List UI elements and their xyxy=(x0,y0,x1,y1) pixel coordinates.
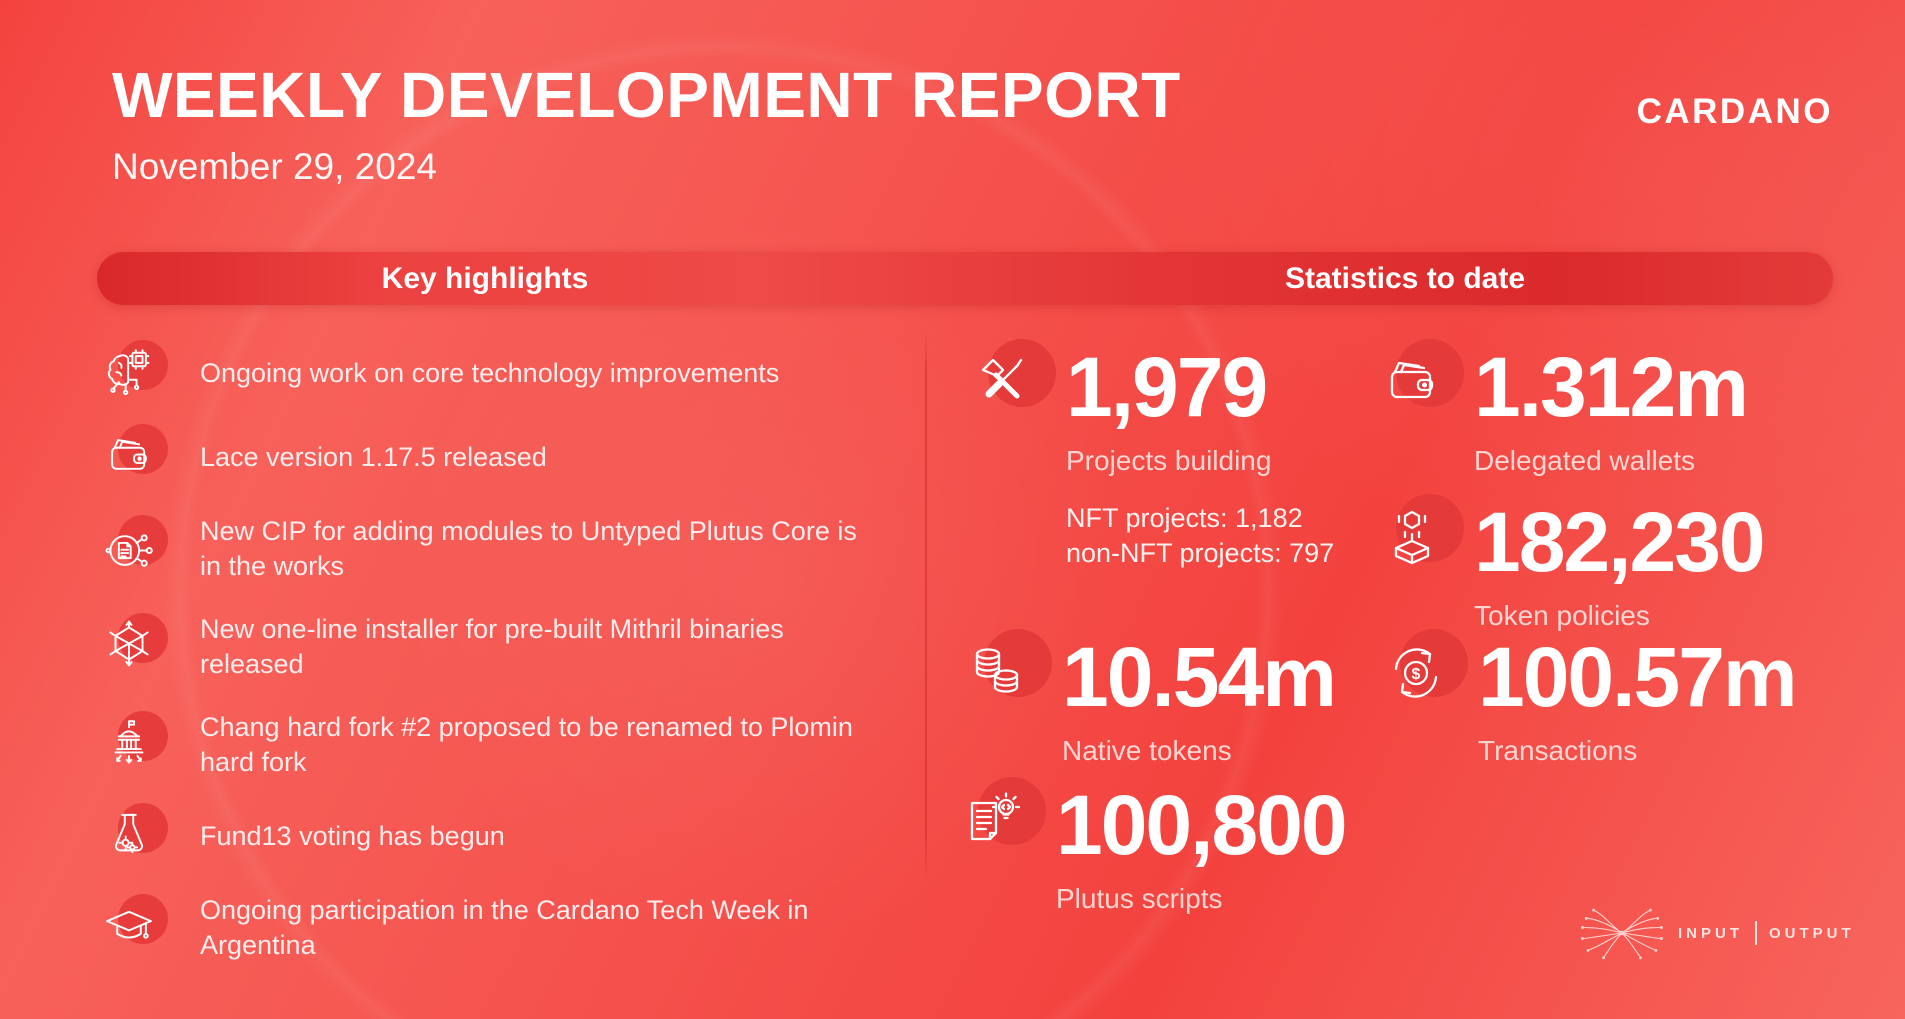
highlight-text: New CIP for adding modules to Untyped Pl… xyxy=(200,516,857,582)
section-banner: Key highlights Statistics to date xyxy=(97,252,1833,305)
stat-token-policies: 182,230 Token policies xyxy=(1380,494,1766,632)
highlight-text: Ongoing participation in the Cardano Tec… xyxy=(200,894,809,960)
input-output-logo: INPUT OUTPUT xyxy=(1578,898,1855,968)
icon-blob xyxy=(118,802,168,853)
statistics-header: Statistics to date xyxy=(1284,261,1526,295)
highlight-text: Ongoing work on core technology improvem… xyxy=(200,358,780,389)
stat-projects-building: 1,979 Projects building NFT projects: 1,… xyxy=(972,339,1334,571)
cip-document-icon xyxy=(105,534,153,567)
graduation-cap-icon xyxy=(106,910,152,939)
stat-value: 100,800 xyxy=(1056,778,1348,872)
io-butterfly-icon xyxy=(1581,908,1663,960)
stat-note-line: non-NFT projects: 797 xyxy=(1066,538,1335,569)
stat-label: Transactions xyxy=(1478,735,1638,766)
dollar-cycle-icon: $ xyxy=(1394,648,1438,698)
svg-text:$: $ xyxy=(1412,666,1421,683)
stat-label: Token policies xyxy=(1474,600,1650,631)
stat-label: Plutus scripts xyxy=(1056,883,1223,914)
coins-icon xyxy=(975,648,1019,693)
column-divider xyxy=(925,330,927,878)
list-item: Ongoing participation in the Cardano Tec… xyxy=(102,893,862,963)
script-bulb-icon xyxy=(970,792,1021,841)
io-output-label: OUTPUT xyxy=(1769,924,1855,942)
highlights-list: Ongoing work on core technology improvem… xyxy=(102,340,862,963)
icon-blob xyxy=(118,893,168,944)
stat-value: 1,979 xyxy=(1066,340,1268,434)
list-item: New one-line installer for pre-built Mit… xyxy=(102,612,862,682)
list-item: Lace version 1.17.5 released xyxy=(102,424,862,486)
highlight-text: New one-line installer for pre-built Mit… xyxy=(200,614,784,680)
voting-flask-icon xyxy=(115,813,143,853)
highlight-text: Lace version 1.17.5 released xyxy=(200,442,547,473)
stat-label: Projects building xyxy=(1066,445,1272,476)
stat-delegated-wallets: 1.312m Delegated wallets xyxy=(1380,339,1749,477)
stat-transactions: $ 100.57m Transactions xyxy=(1384,629,1798,767)
token-box-icon xyxy=(1394,510,1430,565)
stat-native-tokens: 10.54m Native tokens xyxy=(968,629,1337,767)
cardano-logo: CARDANO xyxy=(1621,92,1833,132)
report-date: November 29, 2024 xyxy=(112,145,437,187)
icon-blob xyxy=(1396,494,1464,562)
list-item: Chang hard fork #2 proposed to be rename… xyxy=(102,710,862,780)
tools-icon xyxy=(981,358,1023,399)
brain-chip-icon xyxy=(107,349,150,396)
stat-label: Native tokens xyxy=(1062,735,1232,766)
page-title: WEEKLY DEVELOPMENT REPORT xyxy=(112,59,1181,131)
stat-value: 1.312m xyxy=(1474,340,1749,434)
highlight-text: Chang hard fork #2 proposed to be rename… xyxy=(200,712,853,778)
key-highlights-header: Key highlights xyxy=(381,261,589,295)
wallet-icon xyxy=(111,439,147,470)
list-item: Fund13 voting has begun xyxy=(102,802,862,865)
stat-plutus-scripts: 100,800 Plutus scripts xyxy=(962,777,1348,915)
wallet-icon xyxy=(1390,361,1434,399)
stat-value: 10.54m xyxy=(1062,630,1337,724)
cardano-wordmark: CARDANO xyxy=(1636,92,1833,131)
io-divider xyxy=(1755,921,1757,945)
stat-value: 182,230 xyxy=(1474,495,1766,589)
list-item: New CIP for adding modules to Untyped Pl… xyxy=(102,514,862,584)
stat-value: 100.57m xyxy=(1478,630,1798,724)
highlight-text: Fund13 voting has begun xyxy=(200,821,505,852)
stat-label: Delegated wallets xyxy=(1474,445,1696,476)
icon-blob xyxy=(118,340,168,390)
mithril-cube-icon xyxy=(109,620,149,667)
header: WEEKLY DEVELOPMENT REPORT November 29, 2… xyxy=(112,59,1181,188)
stat-note: NFT projects: 1,182 non-NFT projects: 79… xyxy=(1066,501,1334,571)
governance-building-icon xyxy=(114,720,144,765)
io-input-label: INPUT xyxy=(1678,924,1743,942)
list-item: Ongoing work on core technology improvem… xyxy=(102,340,862,402)
stat-note-line: NFT projects: 1,182 xyxy=(1066,503,1303,533)
